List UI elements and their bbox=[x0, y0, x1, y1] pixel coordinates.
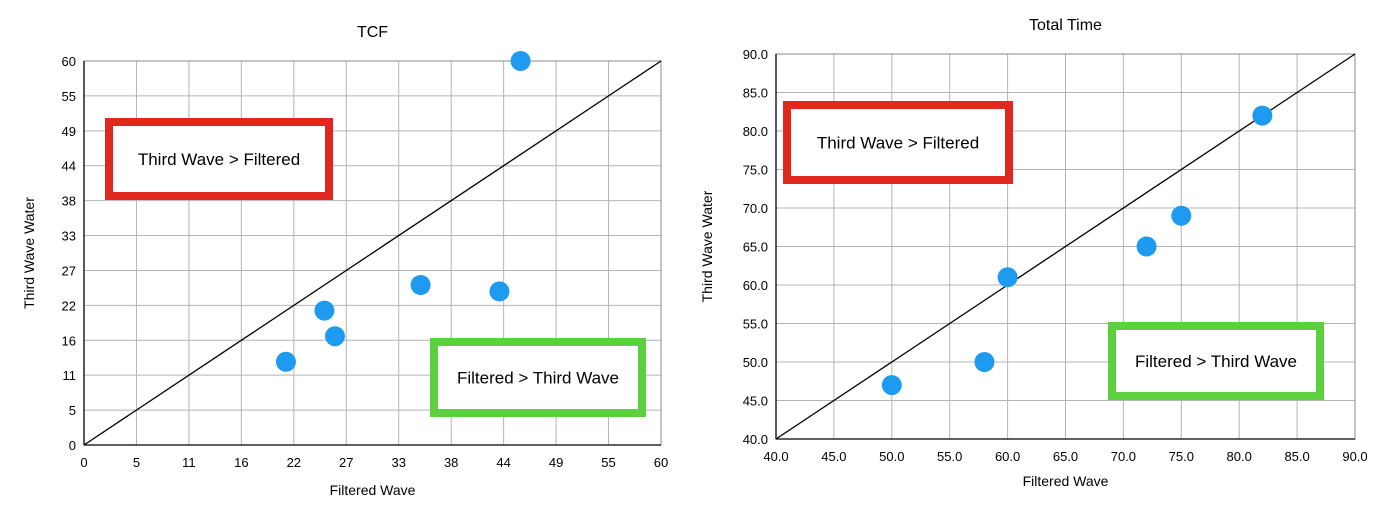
y-tick-label: 40.0 bbox=[743, 432, 768, 447]
data-point bbox=[510, 51, 531, 71]
annotation-box bbox=[783, 101, 1013, 184]
y-tick-label: 60.0 bbox=[743, 278, 768, 293]
annotation-filtered-greater: Filtered > Third Wave bbox=[1108, 322, 1324, 400]
annotation-label: Filtered > Third Wave bbox=[457, 369, 619, 388]
y-tick-label: 5 bbox=[69, 403, 76, 418]
x-tick-label: 0 bbox=[80, 455, 87, 470]
y-tick-label: 38 bbox=[62, 194, 76, 209]
x-axis-label: Filtered Wave bbox=[1023, 473, 1109, 489]
y-tick-label: 44 bbox=[62, 159, 76, 174]
data-point bbox=[275, 351, 296, 372]
y-tick-label: 45.0 bbox=[743, 394, 768, 409]
y-tick-label: 11 bbox=[63, 368, 77, 383]
x-tick-label: 40.0 bbox=[763, 449, 788, 464]
y-tick-label: 90.0 bbox=[743, 47, 768, 62]
x-tick-label: 75.0 bbox=[1169, 449, 1194, 464]
annotation-filtered-greater: Filtered > Third Wave bbox=[430, 338, 646, 417]
y-axis-label: Third Wave Water bbox=[699, 190, 715, 302]
annotation-label: Filtered > Third Wave bbox=[1135, 352, 1297, 371]
x-tick-label: 55.0 bbox=[937, 449, 962, 464]
x-tick-label: 44 bbox=[496, 455, 510, 470]
data-point bbox=[314, 300, 335, 321]
x-tick-label: 80.0 bbox=[1227, 449, 1252, 464]
x-tick-label: 27 bbox=[339, 455, 353, 470]
x-tick-label: 65.0 bbox=[1053, 449, 1078, 464]
chart-title: Total Time bbox=[1029, 17, 1102, 34]
y-tick-label: 55.0 bbox=[743, 317, 768, 332]
x-tick-label: 5 bbox=[133, 455, 140, 470]
x-tick-label: 38 bbox=[444, 455, 458, 470]
x-tick-label: 16 bbox=[234, 455, 248, 470]
x-tick-label: 33 bbox=[391, 455, 405, 470]
x-tick-label: 45.0 bbox=[821, 449, 846, 464]
data-point bbox=[997, 267, 1018, 288]
x-tick-label: 85.0 bbox=[1284, 449, 1309, 464]
y-tick-label: 27 bbox=[62, 263, 76, 278]
data-point bbox=[974, 352, 995, 372]
y-tick-label: 33 bbox=[62, 229, 76, 244]
x-tick-label: 60.0 bbox=[995, 449, 1020, 464]
y-tick-label: 60 bbox=[62, 54, 76, 69]
data-point bbox=[410, 275, 431, 295]
x-tick-label: 11 bbox=[182, 455, 196, 470]
y-tick-label: 70.0 bbox=[743, 201, 768, 216]
chart-2: 40.0 45.0 50.0 55.0 60.0 65.0 70.0 75.0 80.0 85.0… bbox=[699, 17, 1368, 489]
annotation-label: Third Wave > Filtered bbox=[138, 150, 300, 169]
y-tick-label: 16 bbox=[62, 333, 76, 348]
y-tick-label: 0 bbox=[69, 438, 76, 453]
data-point bbox=[1171, 205, 1192, 226]
data-point bbox=[324, 326, 345, 347]
reference-line bbox=[83, 60, 662, 446]
y-axis-label: Third Wave Water bbox=[21, 197, 37, 309]
annotation-label: Third Wave > Filtered bbox=[817, 134, 979, 153]
y-tick-label: 55 bbox=[62, 89, 76, 104]
data-point bbox=[1136, 236, 1157, 257]
data-point bbox=[881, 375, 902, 396]
x-tick-label: 70.0 bbox=[1111, 449, 1136, 464]
data-point bbox=[489, 281, 510, 302]
y-tick-label: 49 bbox=[62, 124, 76, 139]
y-tick-label: 65.0 bbox=[743, 240, 768, 255]
y-tick-label: 85.0 bbox=[743, 86, 768, 101]
x-tick-label: 22 bbox=[287, 455, 301, 470]
y-tick-label: 80.0 bbox=[743, 124, 768, 139]
annotation-box bbox=[430, 338, 646, 417]
y-tick-label: 75.0 bbox=[743, 163, 768, 178]
x-axis-label: Filtered Wave bbox=[330, 482, 416, 498]
y-tick-label: 22 bbox=[62, 298, 76, 313]
data-point bbox=[1252, 105, 1273, 126]
annotation-box bbox=[105, 118, 333, 200]
x-tick-label: 50.0 bbox=[879, 449, 904, 464]
annotation-third-wave-greater: Third Wave > Filtered bbox=[783, 101, 1013, 184]
x-tick-label: 60 bbox=[654, 455, 668, 470]
x-tick-label: 55 bbox=[601, 455, 615, 470]
x-tick-label: 49 bbox=[549, 455, 563, 470]
annotation-third-wave-greater: Third Wave > Filtered bbox=[105, 118, 333, 200]
chart-1: 0 5 11 16 22 27 33 38 44 49 55 60 0 5 11 16 22 27 33 38 44 49… bbox=[21, 24, 668, 498]
annotation-box bbox=[1108, 322, 1324, 400]
chart-title: TCF bbox=[357, 24, 388, 41]
x-tick-label: 90.0 bbox=[1342, 449, 1367, 464]
y-tick-label: 50.0 bbox=[743, 355, 768, 370]
